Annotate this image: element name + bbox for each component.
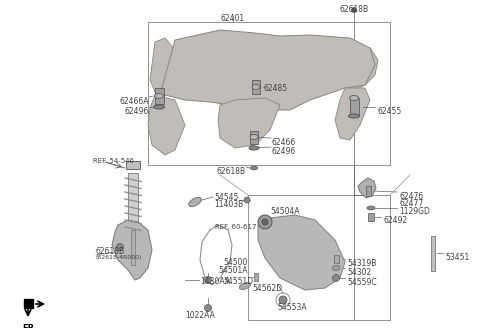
Circle shape	[204, 277, 212, 283]
Text: 54562D: 54562D	[252, 284, 282, 293]
Polygon shape	[335, 88, 370, 140]
Text: REF. 54-546: REF. 54-546	[93, 158, 134, 164]
Polygon shape	[345, 48, 378, 90]
Text: 62476: 62476	[399, 192, 423, 201]
Circle shape	[244, 197, 250, 203]
Text: 62466A: 62466A	[120, 97, 149, 106]
Circle shape	[204, 304, 212, 312]
Text: (62618-4R000): (62618-4R000)	[96, 255, 143, 260]
Text: 11403B: 11403B	[214, 200, 243, 209]
Text: 62618B: 62618B	[96, 247, 125, 256]
Circle shape	[333, 275, 339, 281]
Text: 54553A: 54553A	[277, 303, 307, 312]
Polygon shape	[218, 98, 280, 148]
Text: 54302: 54302	[347, 268, 371, 277]
Polygon shape	[148, 95, 185, 155]
Ellipse shape	[349, 95, 359, 100]
Bar	[431, 236, 435, 271]
Text: REF. 60-617: REF. 60-617	[215, 224, 256, 230]
Circle shape	[117, 243, 123, 251]
Text: 54319B: 54319B	[347, 259, 376, 268]
Ellipse shape	[250, 134, 258, 139]
Bar	[126, 161, 140, 169]
Text: 62401: 62401	[221, 14, 245, 23]
Bar	[24, 299, 33, 308]
Text: 54545: 54545	[214, 193, 239, 202]
Polygon shape	[112, 220, 152, 280]
Polygon shape	[150, 38, 175, 95]
Text: 1129GD: 1129GD	[399, 207, 430, 216]
Bar	[365, 186, 371, 196]
Ellipse shape	[154, 105, 165, 109]
Text: 53451: 53451	[445, 253, 469, 262]
Ellipse shape	[332, 265, 340, 271]
Text: 62477: 62477	[399, 199, 423, 208]
Ellipse shape	[249, 146, 259, 150]
Bar	[334, 255, 338, 263]
Ellipse shape	[239, 282, 251, 290]
Bar	[248, 195, 390, 320]
Text: 54551D: 54551D	[223, 277, 253, 286]
Text: 62485: 62485	[263, 84, 287, 93]
Polygon shape	[131, 230, 135, 265]
Text: 1022AA: 1022AA	[185, 311, 215, 320]
Text: 54504A: 54504A	[270, 207, 300, 216]
Bar	[148, 22, 390, 165]
Ellipse shape	[367, 206, 375, 210]
Text: 62455: 62455	[378, 107, 402, 116]
Bar	[155, 88, 164, 104]
Polygon shape	[162, 30, 375, 110]
Text: 1430AA: 1430AA	[200, 277, 230, 286]
Bar	[368, 213, 374, 221]
Polygon shape	[128, 173, 138, 265]
Circle shape	[279, 296, 287, 304]
Text: 62496: 62496	[125, 107, 149, 116]
Ellipse shape	[251, 166, 257, 170]
Text: 62466: 62466	[271, 138, 295, 147]
Text: 62618B: 62618B	[217, 167, 246, 176]
Ellipse shape	[348, 114, 360, 118]
Ellipse shape	[155, 93, 164, 98]
Polygon shape	[258, 215, 345, 290]
Ellipse shape	[252, 85, 260, 90]
Circle shape	[258, 215, 272, 229]
Text: 54500: 54500	[224, 258, 248, 267]
Bar	[254, 273, 258, 281]
Text: FR.: FR.	[22, 324, 37, 328]
Circle shape	[351, 8, 357, 12]
Polygon shape	[358, 178, 376, 198]
Text: 54559C: 54559C	[347, 278, 377, 287]
Text: 62492: 62492	[383, 216, 407, 225]
Bar	[252, 80, 260, 94]
Text: 54501A: 54501A	[218, 266, 248, 275]
Circle shape	[262, 219, 268, 225]
Bar	[250, 131, 258, 144]
Bar	[349, 98, 359, 116]
Text: 62496: 62496	[271, 147, 295, 156]
Text: 62618B: 62618B	[339, 5, 369, 14]
Ellipse shape	[189, 197, 201, 207]
